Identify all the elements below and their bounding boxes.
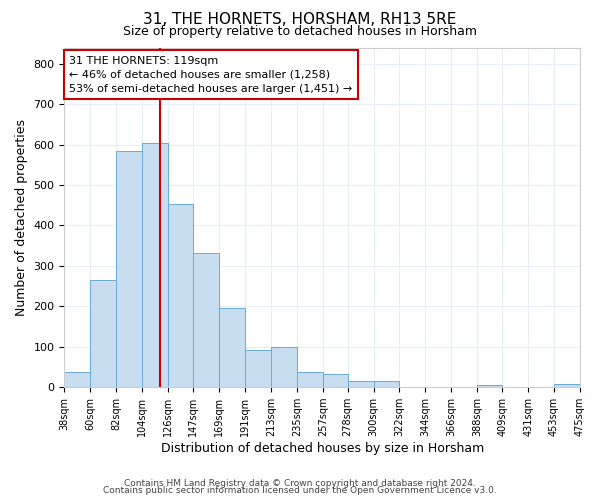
Bar xyxy=(271,347,297,387)
Bar xyxy=(323,374,347,387)
Text: Contains public sector information licensed under the Open Government Licence v3: Contains public sector information licen… xyxy=(103,486,497,495)
Bar xyxy=(168,204,193,387)
Y-axis label: Number of detached properties: Number of detached properties xyxy=(15,119,28,316)
Bar xyxy=(297,372,323,387)
Bar xyxy=(142,142,168,387)
X-axis label: Distribution of detached houses by size in Horsham: Distribution of detached houses by size … xyxy=(161,442,484,455)
Bar xyxy=(478,385,502,387)
Text: Contains HM Land Registry data © Crown copyright and database right 2024.: Contains HM Land Registry data © Crown c… xyxy=(124,478,476,488)
Bar xyxy=(91,280,116,387)
Bar xyxy=(64,372,91,387)
Bar xyxy=(347,381,374,387)
Bar xyxy=(245,350,271,387)
Bar xyxy=(193,252,219,387)
Bar xyxy=(374,381,400,387)
Bar xyxy=(219,308,245,387)
Text: 31, THE HORNETS, HORSHAM, RH13 5RE: 31, THE HORNETS, HORSHAM, RH13 5RE xyxy=(143,12,457,28)
Text: Size of property relative to detached houses in Horsham: Size of property relative to detached ho… xyxy=(123,25,477,38)
Bar xyxy=(116,150,142,387)
Text: 31 THE HORNETS: 119sqm
← 46% of detached houses are smaller (1,258)
53% of semi-: 31 THE HORNETS: 119sqm ← 46% of detached… xyxy=(69,56,352,94)
Bar xyxy=(554,384,580,387)
